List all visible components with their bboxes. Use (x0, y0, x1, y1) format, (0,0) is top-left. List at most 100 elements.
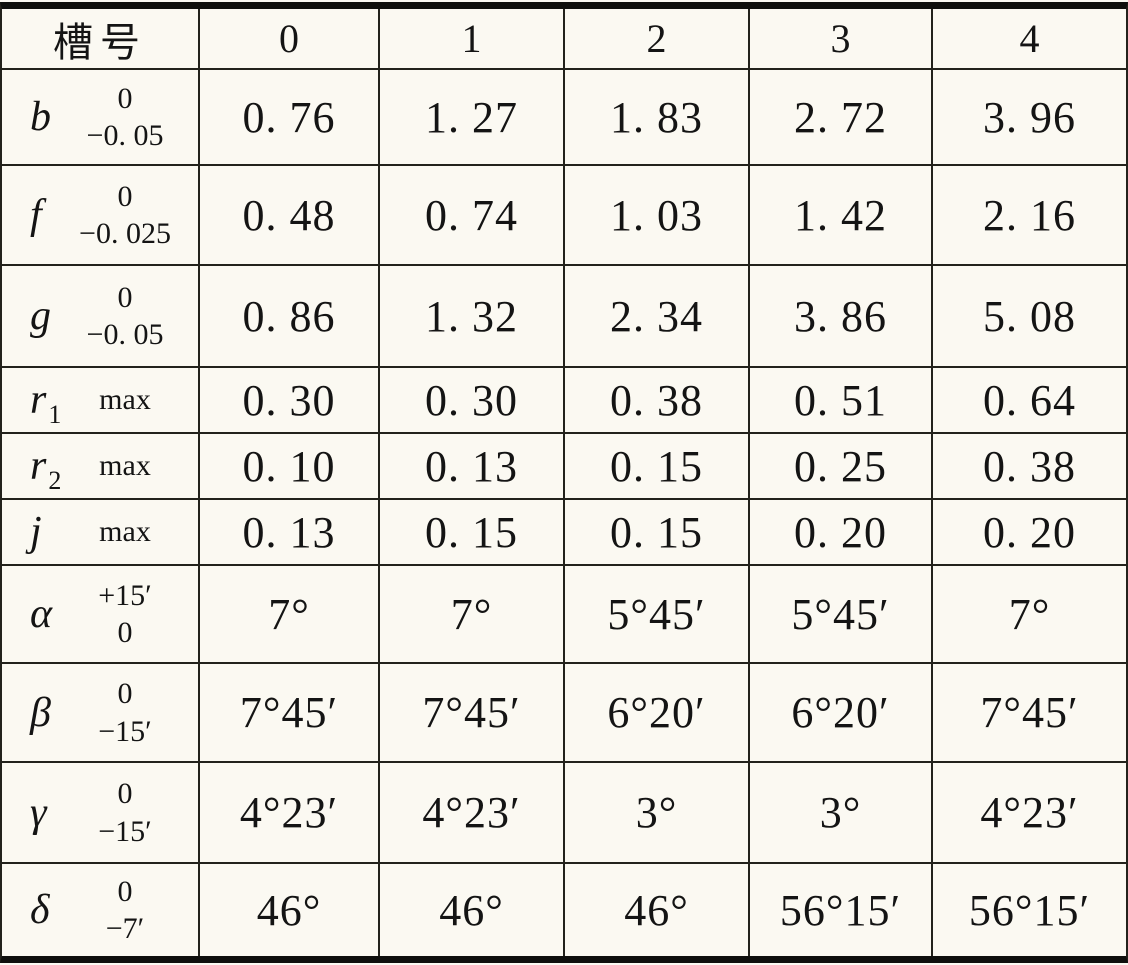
value-cell: 4°23′ (198, 763, 378, 862)
value-cell: 0. 15 (378, 500, 563, 564)
value-cell: 7°45′ (378, 664, 563, 761)
column-header-1: 1 (378, 9, 563, 68)
value-cell: 5. 08 (931, 266, 1126, 366)
value-cell: 6°20′ (748, 664, 931, 761)
value-cell: 0. 13 (378, 434, 563, 498)
row-label-cell: α +15′ 0 (2, 566, 198, 662)
row-tolerance: max (99, 449, 151, 483)
row-tolerance: 0 −15′ (98, 777, 152, 848)
row-label-cell: f 0 −0. 025 (2, 166, 198, 264)
value-cell: 2. 72 (748, 70, 931, 164)
table-row-gamma: γ 0 −15′ 4°23′ 4°23′ 3° 3° 4°23′ (2, 761, 1126, 862)
row-label-cell: r2 max (2, 434, 198, 498)
value-cell: 7°45′ (931, 664, 1126, 761)
value-cell: 0. 20 (748, 500, 931, 564)
row-label-cell: γ 0 −15′ (2, 763, 198, 862)
value-cell: 1. 27 (378, 70, 563, 164)
column-header-0: 0 (198, 9, 378, 68)
row-symbol: f (30, 192, 42, 238)
row-tolerance: 0 −0. 025 (79, 179, 171, 251)
value-cell: 46° (378, 864, 563, 956)
value-cell: 3. 86 (748, 266, 931, 366)
value-cell: 0. 30 (198, 368, 378, 432)
row-tolerance: 0 −0. 05 (86, 81, 164, 153)
table-row-r1: r1 max 0. 30 0. 30 0. 38 0. 51 0. 64 (2, 366, 1126, 432)
value-cell: 56°15′ (931, 864, 1126, 956)
value-cell: 0. 38 (563, 368, 748, 432)
table-row-b: b 0 −0. 05 0. 76 1. 27 1. 83 2. 72 3. 96 (2, 68, 1126, 164)
value-cell: 1. 32 (378, 266, 563, 366)
column-header-4: 4 (931, 9, 1126, 68)
table-row-r2: r2 max 0. 10 0. 13 0. 15 0. 25 0. 38 (2, 432, 1126, 498)
row-tolerance: 0 −15′ (98, 677, 152, 748)
value-cell: 0. 15 (563, 500, 748, 564)
symbol-subscript: 2 (48, 466, 62, 495)
value-cell: 0. 64 (931, 368, 1126, 432)
value-cell: 6°20′ (563, 664, 748, 761)
row-symbol: b (30, 94, 51, 140)
row-symbol: g (30, 293, 51, 339)
value-cell: 0. 20 (931, 500, 1126, 564)
value-cell: 7° (198, 566, 378, 662)
symbol-subscript: 1 (48, 400, 62, 429)
value-cell: 2. 34 (563, 266, 748, 366)
table-row-g: g 0 −0. 05 0. 86 1. 32 2. 34 3. 86 5. 08 (2, 264, 1126, 366)
value-cell: 0. 15 (563, 434, 748, 498)
table-row-f: f 0 −0. 025 0. 48 0. 74 1. 03 1. 42 2. 16 (2, 164, 1126, 264)
row-tolerance: max (99, 515, 151, 549)
value-cell: 46° (198, 864, 378, 956)
row-symbol: δ (30, 887, 50, 933)
row-label-cell: j max (2, 500, 198, 564)
row-symbol: γ (30, 789, 47, 836)
value-cell: 0. 13 (198, 500, 378, 564)
value-cell: 46° (563, 864, 748, 956)
value-cell: 0. 74 (378, 166, 563, 264)
header-slot-number-label: 槽号 (53, 19, 147, 65)
row-symbol: β (30, 689, 51, 736)
row-label-cell: r1 max (2, 368, 198, 432)
row-tolerance: 0 −7′ (105, 874, 145, 946)
value-cell: 7° (378, 566, 563, 662)
value-cell: 1. 03 (563, 166, 748, 264)
value-cell: 4°23′ (931, 763, 1126, 862)
value-cell: 1. 42 (748, 166, 931, 264)
row-symbol: j (30, 509, 42, 555)
value-cell: 5°45′ (748, 566, 931, 662)
value-cell: 0. 10 (198, 434, 378, 498)
table-row-beta: β 0 −15′ 7°45′ 7°45′ 6°20′ 6°20′ 7°45′ (2, 662, 1126, 761)
value-cell: 0. 25 (748, 434, 931, 498)
row-symbol: r1 (30, 377, 62, 429)
row-label-cell: g 0 −0. 05 (2, 266, 198, 366)
value-cell: 5°45′ (563, 566, 748, 662)
value-cell: 7°45′ (198, 664, 378, 761)
row-tolerance: 0 −0. 05 (86, 280, 164, 352)
row-label-cell: β 0 −15′ (2, 664, 198, 761)
value-cell: 0. 48 (198, 166, 378, 264)
table-row-j: j max 0. 13 0. 15 0. 15 0. 20 0. 20 (2, 498, 1126, 564)
value-cell: 3. 96 (931, 70, 1126, 164)
value-cell: 0. 76 (198, 70, 378, 164)
value-cell: 7° (931, 566, 1126, 662)
row-label-cell: b 0 −0. 05 (2, 70, 198, 164)
value-cell: 2. 16 (931, 166, 1126, 264)
value-cell: 0. 38 (931, 434, 1126, 498)
value-cell: 0. 30 (378, 368, 563, 432)
column-header-2: 2 (563, 9, 748, 68)
row-symbol: r2 (30, 443, 62, 495)
table-row-delta: δ 0 −7′ 46° 46° 46° 56°15′ 56°15′ (2, 862, 1126, 956)
table-row-alpha: α +15′ 0 7° 7° 5°45′ 5°45′ 7° (2, 564, 1126, 662)
value-cell: 3° (748, 763, 931, 862)
row-label-cell: δ 0 −7′ (2, 864, 198, 956)
value-cell: 3° (563, 763, 748, 862)
row-tolerance: +15′ 0 (98, 578, 152, 650)
row-tolerance: max (99, 383, 151, 417)
value-cell: 56°15′ (748, 864, 931, 956)
header-row: 槽号 0 1 2 3 4 (2, 9, 1126, 68)
value-cell: 0. 51 (748, 368, 931, 432)
row-symbol: α (30, 591, 53, 637)
value-cell: 0. 86 (198, 266, 378, 366)
value-cell: 1. 83 (563, 70, 748, 164)
column-header-3: 3 (748, 9, 931, 68)
